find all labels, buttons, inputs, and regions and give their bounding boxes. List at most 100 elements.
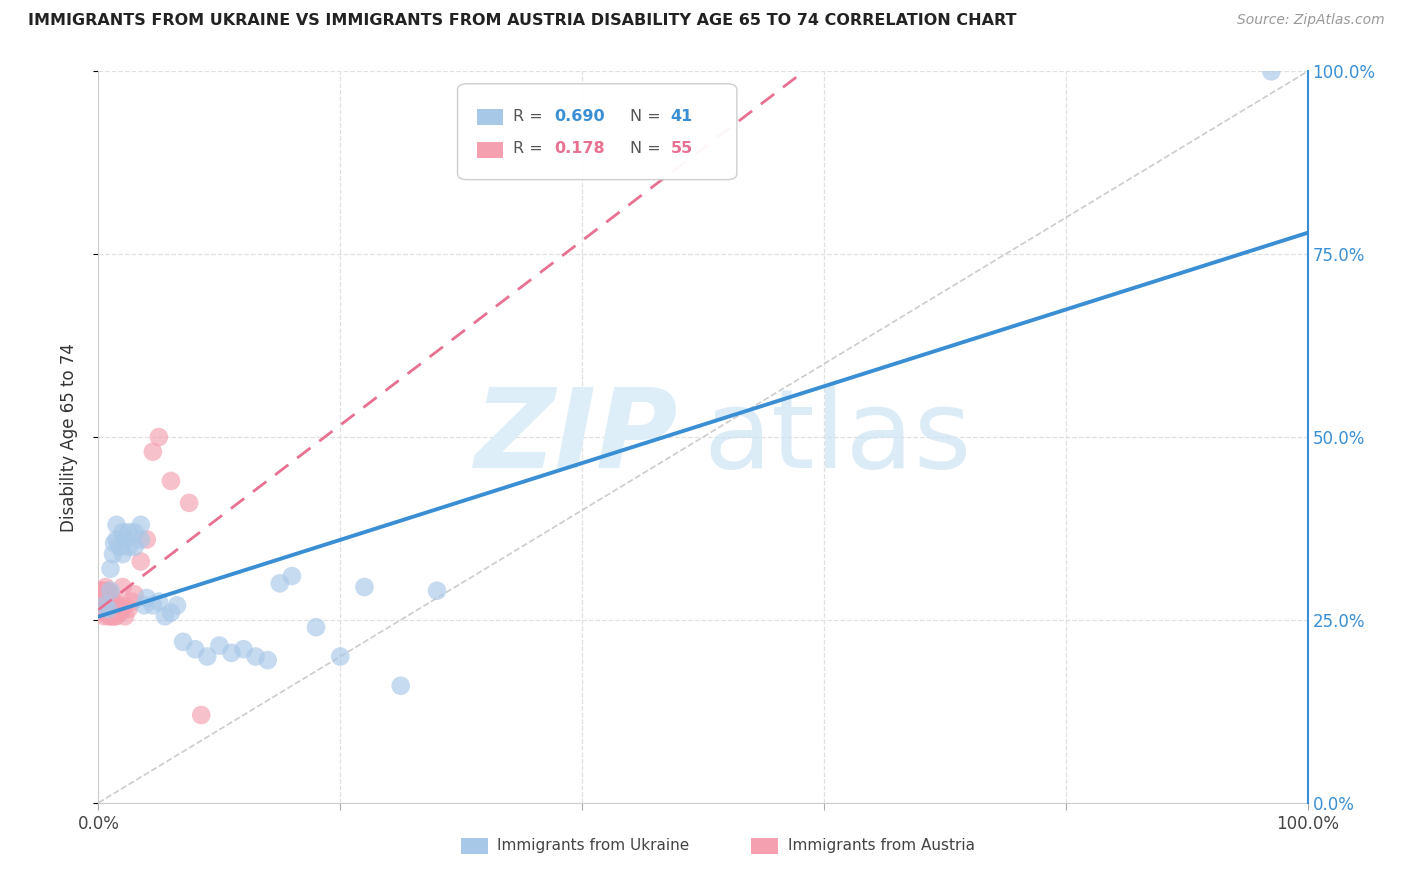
- Point: [148, 594, 170, 608]
- Point: [94, 599, 117, 613]
- Point: [134, 599, 156, 613]
- Point: [98, 599, 121, 613]
- Point: [100, 562, 122, 576]
- Point: [135, 591, 157, 605]
- Point: [160, 606, 183, 620]
- Point: [129, 517, 152, 532]
- FancyBboxPatch shape: [457, 84, 737, 179]
- Point: [91, 583, 114, 598]
- Point: [101, 547, 124, 561]
- Point: [112, 599, 135, 613]
- Point: [232, 642, 254, 657]
- Point: [93, 609, 115, 624]
- Point: [124, 540, 146, 554]
- Point: [114, 609, 136, 624]
- Text: Immigrants from Austria: Immigrants from Austria: [787, 838, 974, 854]
- Text: Source: ZipAtlas.com: Source: ZipAtlas.com: [1237, 13, 1385, 28]
- Point: [107, 602, 129, 616]
- Point: [105, 517, 128, 532]
- Point: [148, 430, 170, 444]
- Point: [111, 525, 134, 540]
- Point: [100, 609, 122, 624]
- Text: N =: N =: [630, 142, 666, 156]
- Point: [105, 533, 128, 547]
- Point: [179, 496, 201, 510]
- Point: [97, 583, 120, 598]
- Point: [135, 533, 157, 547]
- Point: [105, 609, 128, 624]
- Point: [124, 525, 146, 540]
- Point: [281, 569, 304, 583]
- Text: N =: N =: [630, 109, 666, 124]
- Point: [160, 474, 183, 488]
- Point: [353, 580, 375, 594]
- Point: [98, 609, 121, 624]
- Text: 0.690: 0.690: [554, 109, 605, 124]
- Point: [142, 599, 165, 613]
- Text: R =: R =: [513, 109, 548, 124]
- Point: [1260, 64, 1282, 78]
- Point: [108, 599, 131, 613]
- Point: [97, 602, 120, 616]
- FancyBboxPatch shape: [751, 838, 778, 854]
- Point: [100, 599, 122, 613]
- Text: ZIP: ZIP: [475, 384, 679, 491]
- Text: 41: 41: [671, 109, 693, 124]
- Point: [104, 606, 127, 620]
- Text: 55: 55: [671, 142, 693, 156]
- Point: [101, 609, 124, 624]
- Point: [91, 594, 114, 608]
- Point: [91, 594, 114, 608]
- Point: [124, 587, 146, 601]
- Point: [118, 540, 141, 554]
- Point: [100, 587, 122, 601]
- Point: [97, 606, 120, 620]
- FancyBboxPatch shape: [477, 142, 503, 158]
- Point: [195, 649, 218, 664]
- Point: [110, 602, 132, 616]
- Text: Immigrants from Ukraine: Immigrants from Ukraine: [498, 838, 690, 854]
- Point: [208, 639, 231, 653]
- Point: [329, 649, 352, 664]
- Point: [96, 599, 118, 613]
- Point: [111, 602, 134, 616]
- Point: [96, 606, 118, 620]
- Point: [100, 583, 122, 598]
- Point: [305, 620, 328, 634]
- Point: [93, 594, 115, 608]
- Point: [94, 580, 117, 594]
- Point: [96, 587, 118, 601]
- Text: 0.178: 0.178: [554, 142, 605, 156]
- Point: [389, 679, 412, 693]
- Point: [166, 599, 188, 613]
- Point: [118, 602, 141, 616]
- Point: [221, 646, 243, 660]
- FancyBboxPatch shape: [477, 110, 503, 126]
- Point: [93, 587, 115, 601]
- Point: [93, 599, 115, 613]
- Point: [101, 599, 124, 613]
- Point: [100, 594, 122, 608]
- Point: [426, 583, 449, 598]
- Point: [111, 580, 134, 594]
- Point: [90, 599, 112, 613]
- Point: [184, 642, 207, 657]
- Point: [269, 576, 291, 591]
- FancyBboxPatch shape: [461, 838, 488, 854]
- Point: [97, 594, 120, 608]
- Point: [91, 606, 114, 620]
- Point: [108, 540, 131, 554]
- Point: [94, 606, 117, 620]
- Point: [172, 635, 194, 649]
- Point: [256, 653, 278, 667]
- Point: [89, 583, 111, 598]
- Point: [91, 606, 114, 620]
- Point: [90, 583, 112, 598]
- Point: [103, 594, 125, 608]
- Point: [114, 533, 136, 547]
- Point: [111, 547, 134, 561]
- Point: [108, 606, 131, 620]
- Point: [103, 536, 125, 550]
- Text: atlas: atlas: [703, 384, 972, 491]
- Y-axis label: Disability Age 65 to 74: Disability Age 65 to 74: [59, 343, 77, 532]
